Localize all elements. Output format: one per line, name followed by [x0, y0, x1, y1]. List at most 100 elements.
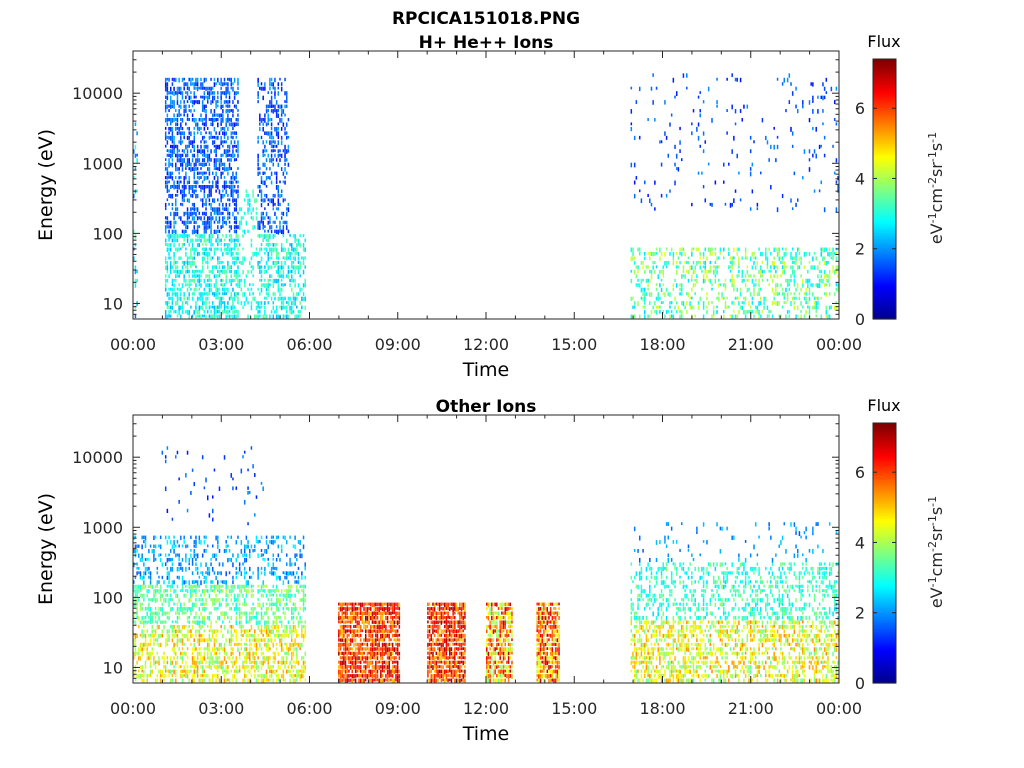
- heatmap-cell: [175, 126, 177, 131]
- heatmap-cell: [289, 584, 291, 589]
- heatmap-cell: [195, 158, 197, 163]
- heatmap-cell: [212, 584, 214, 588]
- heatmap-cell: [243, 566, 246, 571]
- heatmap-cell: [296, 243, 298, 248]
- heatmap-cell: [706, 292, 708, 296]
- heatmap-cell: [230, 176, 233, 180]
- heatmap-cell: [654, 269, 656, 274]
- heatmap-cell: [272, 566, 275, 570]
- colorbar-swatch: [873, 176, 896, 179]
- heatmap-cell: [203, 86, 206, 90]
- heatmap-cell: [255, 616, 258, 620]
- heatmap-cell: [292, 669, 295, 673]
- heatmap-cell: [282, 171, 285, 176]
- heatmap-cell: [163, 665, 165, 669]
- heatmap-cell: [694, 278, 696, 282]
- heatmap-cell: [242, 305, 244, 309]
- heatmap-cell: [262, 180, 264, 186]
- heatmap-cell: [191, 584, 194, 589]
- colorbar-swatch: [873, 80, 896, 84]
- heatmap-cell: [696, 260, 698, 266]
- heatmap-cell: [217, 287, 219, 293]
- heatmap-cell: [242, 651, 244, 655]
- heatmap-cell: [217, 95, 219, 100]
- heatmap-cell: [835, 256, 838, 261]
- heatmap-cell: [267, 660, 269, 665]
- heatmap-cell: [753, 292, 755, 297]
- heatmap-cell: [176, 193, 179, 197]
- heatmap-cell: [284, 260, 286, 265]
- heatmap-cell: [338, 669, 340, 675]
- heatmap-cell: [235, 611, 238, 615]
- heatmap-cell: [778, 256, 780, 262]
- heatmap-cell: [237, 167, 239, 170]
- heatmap-cell: [252, 633, 254, 638]
- heatmap-cell: [210, 158, 212, 162]
- heatmap-cell: [201, 598, 204, 602]
- heatmap-cell: [203, 234, 206, 239]
- colorbar-swatch: [873, 288, 896, 292]
- heatmap-cell: [200, 77, 202, 82]
- heatmap-cell: [212, 86, 214, 90]
- heatmap-cell: [304, 575, 306, 580]
- heatmap-cell: [201, 265, 204, 270]
- heatmap-cell: [813, 301, 816, 305]
- heatmap-cell: [285, 104, 288, 108]
- heatmap-cell: [294, 575, 296, 579]
- heatmap-cell: [181, 678, 184, 683]
- heatmap-cell: [270, 122, 273, 127]
- heatmap-cell: [215, 314, 217, 318]
- heatmap-cell: [222, 171, 224, 175]
- heatmap-cell: [652, 260, 654, 265]
- heatmap-cell: [818, 189, 821, 193]
- heatmap-cell: [210, 193, 212, 197]
- heatmap-cell: [800, 310, 802, 313]
- colorbar-swatch: [873, 180, 896, 184]
- heatmap-cell: [270, 126, 273, 131]
- heatmap-cell: [282, 607, 285, 611]
- heatmap-cell: [218, 144, 221, 150]
- heatmap-cell: [808, 149, 811, 154]
- heatmap-cell: [299, 607, 301, 611]
- heatmap-cell: [196, 167, 199, 171]
- heatmap-cell: [280, 301, 283, 305]
- heatmap-cell: [232, 144, 234, 149]
- heatmap-cell: [203, 589, 206, 594]
- heatmap-cell: [164, 314, 167, 319]
- heatmap-cell: [222, 211, 224, 215]
- heatmap-cell: [215, 153, 217, 158]
- heatmap-cell: [227, 198, 229, 202]
- colorbar-swatch: [873, 254, 896, 257]
- heatmap-cell: [215, 185, 217, 189]
- heatmap-cell: [240, 629, 243, 634]
- heatmap-cell: [206, 252, 209, 257]
- heatmap-cell: [163, 611, 165, 616]
- heatmap-cell: [215, 211, 217, 215]
- heatmap-cell: [201, 571, 204, 576]
- heatmap-cell: [164, 95, 167, 99]
- heatmap-cell: [282, 256, 285, 260]
- heatmap-cell: [756, 310, 759, 314]
- heatmap-cell: [201, 211, 204, 216]
- heatmap-cell: [237, 109, 239, 112]
- heatmap-cell: [294, 553, 296, 559]
- heatmap-cell: [301, 584, 303, 588]
- heatmap-cell: [272, 243, 275, 247]
- heatmap-cell: [284, 247, 286, 252]
- heatmap-cell: [173, 185, 175, 190]
- heatmap-cell: [208, 678, 211, 682]
- heatmap-cell: [186, 86, 189, 90]
- colorbar-swatch: [873, 169, 896, 173]
- heatmap-region: [164, 234, 239, 320]
- panel-title: Other Ions: [436, 397, 537, 417]
- heatmap-cell: [788, 314, 791, 318]
- heatmap-cell: [183, 113, 185, 117]
- heatmap-cell: [751, 162, 754, 167]
- heatmap-cell: [284, 678, 286, 682]
- heatmap-cell: [291, 287, 293, 292]
- heatmap-cell: [736, 77, 738, 82]
- heatmap-cell: [292, 611, 295, 615]
- heatmap-cell: [232, 584, 234, 589]
- heatmap-cell: [304, 566, 306, 571]
- heatmap-cell: [188, 624, 190, 628]
